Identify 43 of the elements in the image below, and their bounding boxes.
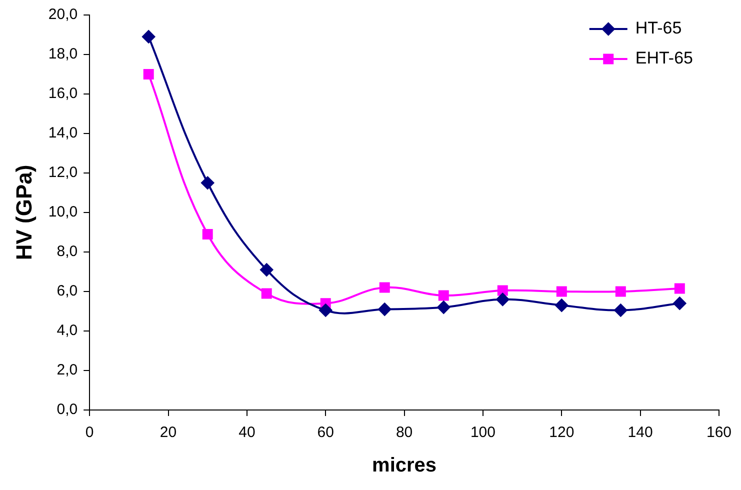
x-tick-label: 20: [160, 424, 177, 442]
x-tick-label: 80: [396, 424, 413, 442]
x-tick-label: 140: [628, 424, 653, 442]
legend-label: EHT-65: [635, 48, 694, 68]
point: [202, 228, 213, 240]
x-tick-label: 0: [85, 424, 94, 442]
point: [319, 304, 332, 317]
point: [673, 296, 686, 310]
y-tick-label: 0,0: [56, 401, 78, 418]
point: [496, 292, 510, 306]
x-tick-label: 100: [470, 424, 496, 442]
y-axis-title: HV (GPa): [11, 164, 36, 260]
legend-label: HT-65: [635, 18, 682, 38]
y-tick-label: 18,0: [48, 46, 78, 63]
point: [379, 282, 390, 293]
y-tick-label: 6,0: [56, 282, 78, 300]
y-tick-label: 8,0: [56, 243, 78, 260]
point: [555, 298, 568, 312]
point: [497, 285, 508, 296]
y-tick-label: 20,0: [48, 6, 78, 24]
point: [261, 288, 272, 299]
x-tick-label: 40: [238, 424, 256, 442]
point: [378, 302, 392, 316]
point: [437, 300, 450, 314]
x-tick-label: 120: [549, 424, 574, 442]
point: [556, 286, 567, 297]
y-tick-label: 4,0: [56, 322, 78, 340]
x-tick-label: 60: [317, 424, 334, 442]
point: [201, 176, 214, 190]
y-tick-label: 10,0: [48, 204, 78, 221]
y-tick-label: 14,0: [48, 124, 78, 142]
point: [260, 263, 274, 276]
x-tick-label: 160: [706, 424, 732, 442]
point: [615, 286, 626, 297]
point: [614, 304, 628, 317]
point: [143, 69, 154, 80]
x-axis-title: micres: [372, 454, 437, 477]
y-tick-label: 2,0: [56, 362, 78, 379]
point: [674, 283, 685, 294]
y-tick-label: 16,0: [48, 85, 78, 102]
y-tick-label: 12,0: [48, 164, 78, 182]
point: [142, 30, 156, 44]
point: [438, 290, 449, 301]
